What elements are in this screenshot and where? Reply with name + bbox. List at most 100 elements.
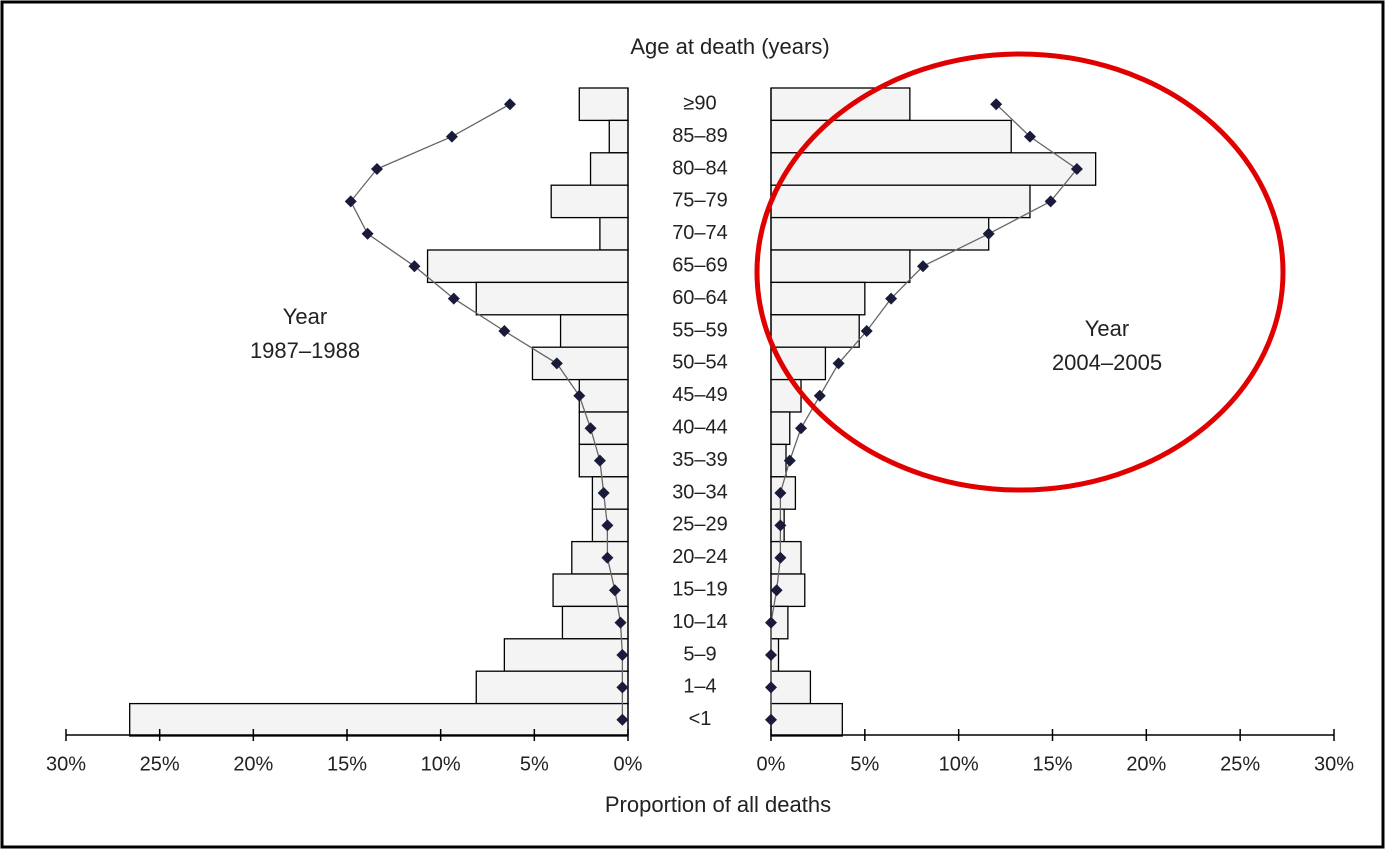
bar [770,670,812,705]
marker [783,454,796,467]
chart-title: Age at death (years) [630,34,829,59]
series-label: Year [1085,316,1129,341]
marker [1023,130,1036,143]
marker [601,551,614,564]
marker [832,357,845,370]
category-label: 35–39 [672,449,728,471]
marker [361,227,374,240]
marker [584,422,597,435]
bar [426,249,629,284]
x-tick-label: 15% [1032,753,1072,775]
category-label: 15–19 [672,578,728,600]
x-tick-label: 5% [850,753,879,775]
bar [475,670,629,705]
marker [498,325,511,337]
marker [860,325,873,337]
x-tick-label: 30% [1314,753,1354,775]
category-label: 70–74 [672,222,728,244]
x-tick-label: 10% [939,753,979,775]
category-label: ≥90 [683,92,716,114]
x-tick-label: 30% [46,753,86,775]
category-label: <1 [689,708,712,730]
marker [765,681,777,694]
bar [550,184,629,219]
bar [599,216,629,251]
bar [770,216,990,251]
marker [813,389,826,402]
category-label: 20–24 [672,546,728,568]
bar [578,378,629,413]
x-tick-label: 0% [757,753,786,775]
bar [770,443,787,478]
x-tick-label: 25% [140,753,180,775]
category-label: 50–54 [672,352,728,374]
marker [344,195,357,208]
marker [550,357,563,370]
x-tick-label: 20% [233,753,273,775]
x-tick-label: 10% [421,753,461,775]
category-label: 55–59 [672,319,728,341]
bar [770,702,843,737]
marker [593,454,606,467]
trend-line [770,103,1078,720]
marker [774,519,787,532]
marker [885,292,898,305]
marker [616,649,629,661]
category-label: 5–9 [683,643,716,665]
marker [573,389,586,402]
marker [774,487,787,499]
series-label: 1987–1988 [250,338,360,363]
category-label: 40–44 [672,416,728,438]
marker [597,487,610,499]
x-axis-label: Proportion of all deaths [605,792,831,817]
marker [614,616,627,629]
series-label: 2004–2005 [1052,350,1162,375]
highlight-circle [754,51,1286,493]
marker [1070,163,1083,175]
bar [770,152,1097,186]
x-tick-label: 20% [1126,753,1166,775]
category-label: 1–4 [683,676,716,698]
series-label: Year [283,304,327,329]
x-tick-label: 0% [614,753,643,775]
category-label: 85–89 [672,125,728,147]
category-label: 45–49 [672,384,728,406]
bar [559,314,629,348]
trend-line [349,103,624,720]
marker [447,292,460,305]
marker [445,130,458,143]
x-tick-label: 5% [520,753,549,775]
bar [770,119,1012,154]
marker [770,584,783,597]
x-tick-label: 25% [1220,753,1260,775]
marker [608,584,621,597]
marker [370,163,383,175]
marker [616,713,629,726]
marker [917,260,930,273]
bar [770,249,911,284]
category-label: 60–64 [672,287,728,309]
category-label: 65–69 [672,254,728,276]
marker [795,422,808,435]
marker [765,713,777,726]
category-label: 30–34 [672,481,728,503]
bar [608,119,629,154]
bar [770,411,791,446]
x-tick-label: 15% [327,753,367,775]
category-label: 75–79 [672,190,728,212]
marker [408,260,421,273]
bar [770,281,866,316]
category-label: 80–84 [672,157,728,179]
bar [531,346,629,381]
marker [774,551,787,564]
bar [475,281,629,316]
bar [129,702,629,737]
marker [982,227,995,240]
bar [589,152,629,186]
marker [616,681,629,694]
marker [990,98,1003,111]
marker [765,616,777,629]
bar [770,184,1031,219]
bar [770,314,860,348]
